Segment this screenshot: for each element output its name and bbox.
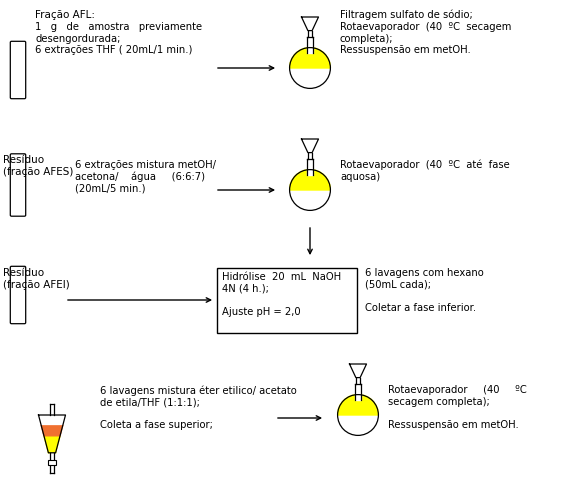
Text: Hidrólise  20  mL  NaOH
4N (4 h.);

Ajuste pH = 2,0: Hidrólise 20 mL NaOH 4N (4 h.); Ajuste p… xyxy=(222,272,341,317)
Polygon shape xyxy=(301,17,318,31)
Polygon shape xyxy=(49,404,54,415)
Polygon shape xyxy=(356,377,360,384)
Polygon shape xyxy=(41,425,63,436)
Text: Rotaevaporador  (40  ºC  até  fase
aquosa): Rotaevaporador (40 ºC até fase aquosa) xyxy=(340,160,510,182)
FancyBboxPatch shape xyxy=(10,266,26,324)
Polygon shape xyxy=(290,48,331,68)
Text: Fração AFL:: Fração AFL: xyxy=(35,10,95,20)
Text: 1   g   de   amostra   previamente
desengordurada;
6 extrações THF ( 20mL/1 min.: 1 g de amostra previamente desengordurad… xyxy=(35,22,202,55)
FancyBboxPatch shape xyxy=(10,41,26,99)
Text: Resíduo
(fração AFES): Resíduo (fração AFES) xyxy=(3,155,73,177)
Polygon shape xyxy=(307,37,313,53)
Polygon shape xyxy=(290,169,331,190)
Polygon shape xyxy=(38,415,66,425)
Polygon shape xyxy=(307,159,313,175)
FancyBboxPatch shape xyxy=(48,460,56,465)
FancyBboxPatch shape xyxy=(217,268,357,333)
Text: Filtragem sulfato de sódio;
Rotaevaporador  (40  ºC  secagem
completa);
Ressuspe: Filtragem sulfato de sódio; Rotaevaporad… xyxy=(340,10,512,56)
Polygon shape xyxy=(354,384,361,400)
Polygon shape xyxy=(338,394,378,415)
FancyBboxPatch shape xyxy=(10,154,26,216)
Text: Rotaevaporador     (40     ºC
secagem completa);

Ressuspensão em metOH.: Rotaevaporador (40 ºC secagem completa);… xyxy=(388,385,527,430)
Polygon shape xyxy=(49,453,54,472)
Polygon shape xyxy=(350,364,367,377)
Text: Resíduo
(fração AFEI): Resíduo (fração AFEI) xyxy=(3,268,70,290)
Polygon shape xyxy=(44,436,60,453)
Text: 6 extrações mistura metOH/
acetona/    água     (6:6:7)
(20mL/5 min.): 6 extrações mistura metOH/ acetona/ água… xyxy=(75,160,216,194)
Text: 6 lavagens mistura éter etilico/ acetato
de etila/THF (1:1:1);

Coleta a fase su: 6 lavagens mistura éter etilico/ acetato… xyxy=(100,385,297,431)
Text: 6 lavagens com hexano
(50mL cada);

Coletar a fase inferior.: 6 lavagens com hexano (50mL cada); Colet… xyxy=(365,268,484,313)
Polygon shape xyxy=(308,31,312,37)
Polygon shape xyxy=(301,139,318,152)
Polygon shape xyxy=(308,152,312,159)
